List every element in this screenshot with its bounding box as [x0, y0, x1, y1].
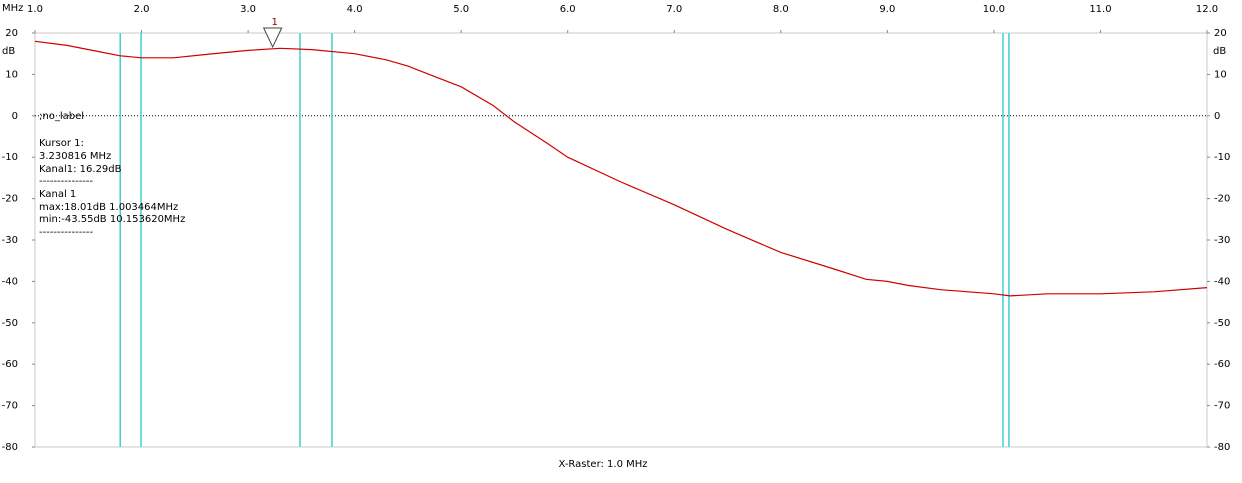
- annotation: Kanal1: 16.29dB: [39, 164, 122, 175]
- x-tick-label: 8.0: [773, 4, 789, 15]
- y-tick-label-right: 0: [1214, 111, 1220, 122]
- y-tick-label: -10: [2, 152, 18, 163]
- y-tick-label: -80: [2, 442, 18, 453]
- cursor-marker: [262, 27, 283, 49]
- x-tick-label: 7.0: [666, 4, 682, 15]
- y-tick-label-right: -80: [1214, 442, 1230, 453]
- y-tick-label: -40: [2, 276, 18, 287]
- x-tick-label: 4.0: [347, 4, 363, 15]
- y-tick-label-right: -10: [1214, 152, 1230, 163]
- x-tick-label: 3.0: [240, 4, 256, 15]
- y-tick-label-right: -70: [1214, 401, 1230, 412]
- y-tick-label: -30: [2, 235, 18, 246]
- annotation: ---------------: [39, 227, 94, 238]
- y-tick-label: -20: [2, 194, 18, 205]
- annotation: min:-43.55dB 10.153620MHz: [39, 214, 185, 225]
- x-tick-label: 12.0: [1196, 4, 1218, 15]
- y-tick-label-right: 10: [1214, 69, 1227, 80]
- y-tick-label-right: -60: [1214, 359, 1230, 370]
- annotation: ---------------: [39, 176, 94, 187]
- series-line: [34, 40, 1208, 297]
- x-tick-label: 1.0: [27, 4, 43, 15]
- annotation: ;no_label: [39, 111, 84, 122]
- x-tick-label: 10.0: [983, 4, 1005, 15]
- y-tick-label-right: 20: [1214, 28, 1227, 39]
- y-tick-label-right: -40: [1214, 276, 1230, 287]
- x-tick-label: 9.0: [879, 4, 895, 15]
- cursor-label: 1: [271, 17, 277, 28]
- y-tick-label: 20: [5, 28, 18, 39]
- y-tick-label-right: -50: [1214, 318, 1230, 329]
- y-unit-label-right: dB: [1213, 46, 1226, 57]
- x-tick-label: 2.0: [134, 4, 150, 15]
- x-tick-label: 11.0: [1089, 4, 1111, 15]
- annotation: Kursor 1:: [39, 138, 84, 149]
- y-tick-label: -70: [2, 401, 18, 412]
- x-raster: X-Raster: 1.0 MHz: [558, 459, 647, 470]
- x-tick-label: 6.0: [560, 4, 576, 15]
- annotation: 3.230816 MHz: [39, 151, 111, 162]
- y-tick-label-right: -20: [1214, 194, 1230, 205]
- annotation: max:18.01dB 1.003464MHz: [39, 202, 178, 213]
- x-tick-label: 5.0: [453, 4, 469, 15]
- y-tick-label-right: -30: [1214, 235, 1230, 246]
- y-tick-label: 0: [12, 111, 18, 122]
- y-unit-label: dB: [2, 46, 15, 57]
- annotation: Kanal 1: [39, 189, 76, 200]
- y-tick-label: -50: [2, 318, 18, 329]
- x-unit-label: MHz: [2, 3, 23, 14]
- y-tick-label: 10: [5, 69, 18, 80]
- y-tick-label: -60: [2, 359, 18, 370]
